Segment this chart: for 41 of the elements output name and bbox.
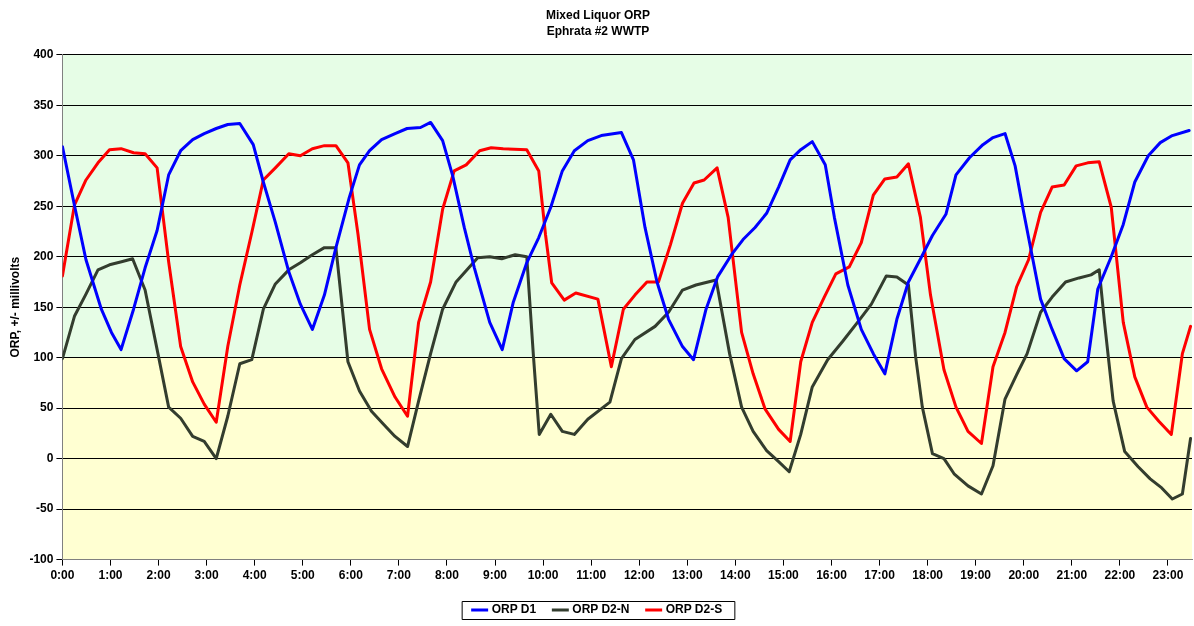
x-tick-label: 20:00 xyxy=(1008,568,1040,583)
x-tick-label: 0:00 xyxy=(50,568,75,583)
x-tick-label: 9:00 xyxy=(483,568,508,583)
x-tick-label: 21:00 xyxy=(1056,568,1088,583)
x-tick-label: 19:00 xyxy=(960,568,992,583)
x-tick-label: 11:00 xyxy=(576,568,607,583)
y-tick-label: 200 xyxy=(33,249,54,264)
x-tick-label: 14:00 xyxy=(720,568,752,583)
x-tick-label: 23:00 xyxy=(1152,568,1184,583)
x-tick-label: 12:00 xyxy=(623,568,655,583)
y-tick-label: 350 xyxy=(33,97,54,112)
y-axis-title: ORP, +/- millivolts xyxy=(7,256,22,358)
chart-subtitle: Ephrata #2 WWTP xyxy=(546,23,650,38)
x-tick-label: 10:00 xyxy=(527,568,559,583)
legend-label: ORP D2-N xyxy=(572,602,630,617)
y-tick-label: 300 xyxy=(33,148,54,163)
x-tick-label: 13:00 xyxy=(671,568,703,583)
x-tick-label: 5:00 xyxy=(290,568,316,583)
y-tick-label: 400 xyxy=(33,47,54,62)
x-tick-label: 17:00 xyxy=(864,568,896,583)
x-tick-label: 1:00 xyxy=(98,568,123,583)
x-tick-label: 16:00 xyxy=(816,568,848,583)
y-tick-label: 150 xyxy=(33,299,54,314)
x-tick-label: 6:00 xyxy=(338,568,364,583)
chart-title: Mixed Liquor ORP xyxy=(545,7,651,22)
x-tick-label: 7:00 xyxy=(386,568,412,583)
x-tick-label: 22:00 xyxy=(1104,568,1136,583)
y-tick-label: 100 xyxy=(33,349,54,364)
y-tick-label: 50 xyxy=(40,400,54,415)
x-tick-label: 3:00 xyxy=(194,568,219,583)
legend-label: ORP D2-S xyxy=(665,602,723,617)
y-tick-label: -100 xyxy=(29,551,54,566)
y-tick-label: -50 xyxy=(36,501,54,516)
y-tick-label: 250 xyxy=(33,198,54,213)
x-tick-label: 8:00 xyxy=(434,568,460,583)
x-tick-label: 15:00 xyxy=(768,568,800,583)
x-tick-label: 18:00 xyxy=(912,568,944,583)
y-tick-label: 0 xyxy=(46,450,54,465)
legend-label: ORP D1 xyxy=(491,602,537,617)
x-tick-label: 2:00 xyxy=(146,568,171,583)
x-tick-label: 4:00 xyxy=(242,568,268,583)
